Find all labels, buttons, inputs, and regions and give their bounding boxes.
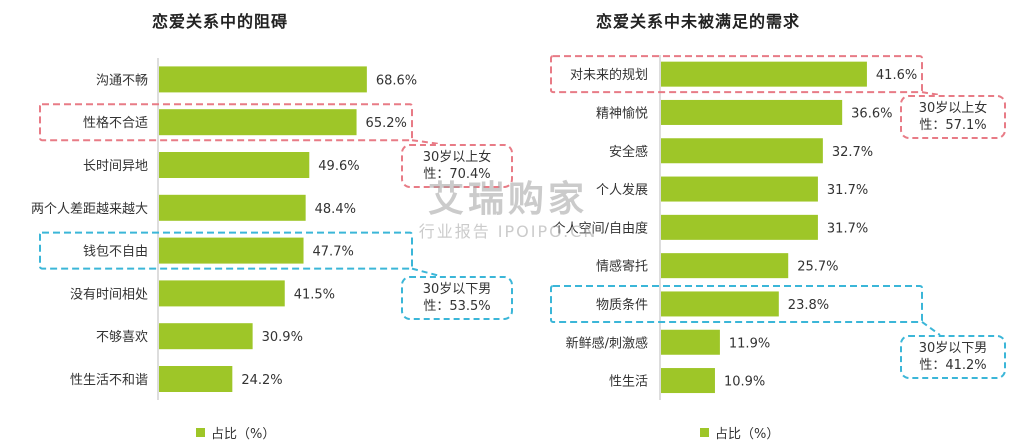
category-label: 长时间异地 [83,159,148,174]
callout-leader-line [411,139,441,145]
bar [661,176,818,202]
bar [661,329,720,355]
value-label: 48.4% [315,202,356,217]
callout-leader-line [411,267,441,277]
callout-line: 性：41.2% [919,358,987,373]
category-label: 性生活 [609,375,648,390]
category-label: 安全感 [609,144,648,160]
value-label: 31.7% [827,221,868,236]
callout-male-under-30-need: 30岁以下男 性：41.2% [900,335,1006,379]
bar [661,61,867,87]
category-label: 对未来的规划 [570,67,648,83]
value-label: 31.7% [827,183,868,198]
category-label: 情感寄托 [596,259,648,275]
bar [159,109,357,136]
value-label: 41.6% [876,68,917,83]
callout-female-over-30-need: 30岁以上女 性：57.1% [900,95,1006,139]
bar [159,280,285,307]
bar [159,323,253,350]
bar [661,99,843,125]
category-label: 个人发展 [596,182,648,198]
callout-female-over-30-obstacle: 30岁以上女 性：70.4% [401,144,513,188]
value-label: 68.6% [376,73,417,88]
callout-line: 30岁以下男 [918,341,988,356]
callout-line: 30岁以上女 [918,101,988,116]
bar [661,253,789,279]
category-label: 钱包不自由 [83,245,148,260]
legend-swatch [196,428,205,437]
value-label: 30.9% [262,330,303,345]
value-label: 25.7% [797,260,838,275]
bar [159,194,306,221]
value-label: 32.7% [832,145,873,160]
bar-chart-1: 对未来的规划 41.6% 精神愉悦 36.6% 安全感 32.7% 个人发展 31.7% 个人空… [550,55,941,400]
value-label: 36.6% [851,106,892,121]
category-label: 性格不合适 [83,115,148,131]
highlight-box [550,284,923,323]
callout-line: 30岁以上女 [422,150,492,165]
chart-title-unmet-needs: 恋爱关系中未被满足的需求 [596,12,801,31]
legend-unmet-needs: 占比（%） [700,423,779,442]
bar-chart-0: 沟通不畅 68.6% 性格不合适 65.2% 长时间异地 49.6% 两个人差距越来越大 48… [31,58,441,400]
highlight-box [550,55,923,94]
callout-line: 性：53.5% [423,299,491,314]
value-label: 47.7% [313,245,354,260]
category-label: 物质条件 [596,297,648,313]
category-label: 沟通不畅 [96,73,148,88]
bar [661,291,779,317]
callout-leader-line [921,91,941,96]
chart-title-obstacles: 恋爱关系中的阻碍 [152,12,289,31]
callout-line: 性：57.1% [919,118,987,133]
bar [159,366,233,392]
highlight-box [39,103,413,142]
callout-leader-line [921,321,941,336]
bar [661,214,818,240]
bar [159,66,367,93]
callout-line: 30岁以下男 [422,282,492,297]
value-label: 49.6% [318,159,359,174]
callout-male-under-30-obstacle: 30岁以下男 性：53.5% [401,276,513,320]
category-label: 个人空间/自由度 [553,220,648,236]
category-label: 不够喜欢 [96,330,148,345]
value-label: 24.2% [241,373,282,388]
category-label: 两个人差距越来越大 [31,202,148,217]
category-label: 精神愉悦 [596,105,648,121]
bar [661,138,823,164]
category-label: 新鲜感/刺激感 [566,335,648,351]
bar [159,237,304,264]
value-label: 23.8% [788,298,829,313]
category-label: 没有时间相处 [70,287,148,302]
legend-label: 占比（%） [715,427,780,442]
value-label: 10.9% [724,375,765,390]
legend-swatch [700,428,709,437]
callout-line: 性：70.4% [423,167,491,182]
category-label: 性生活不和谐 [70,373,148,388]
value-label: 65.2% [366,116,407,131]
legend-obstacles: 占比（%） [196,423,275,442]
value-label: 41.5% [294,287,335,302]
highlight-box [39,231,413,270]
bar [159,152,310,178]
legend-label: 占比（%） [211,427,276,442]
bar [661,368,715,394]
value-label: 11.9% [729,336,770,351]
